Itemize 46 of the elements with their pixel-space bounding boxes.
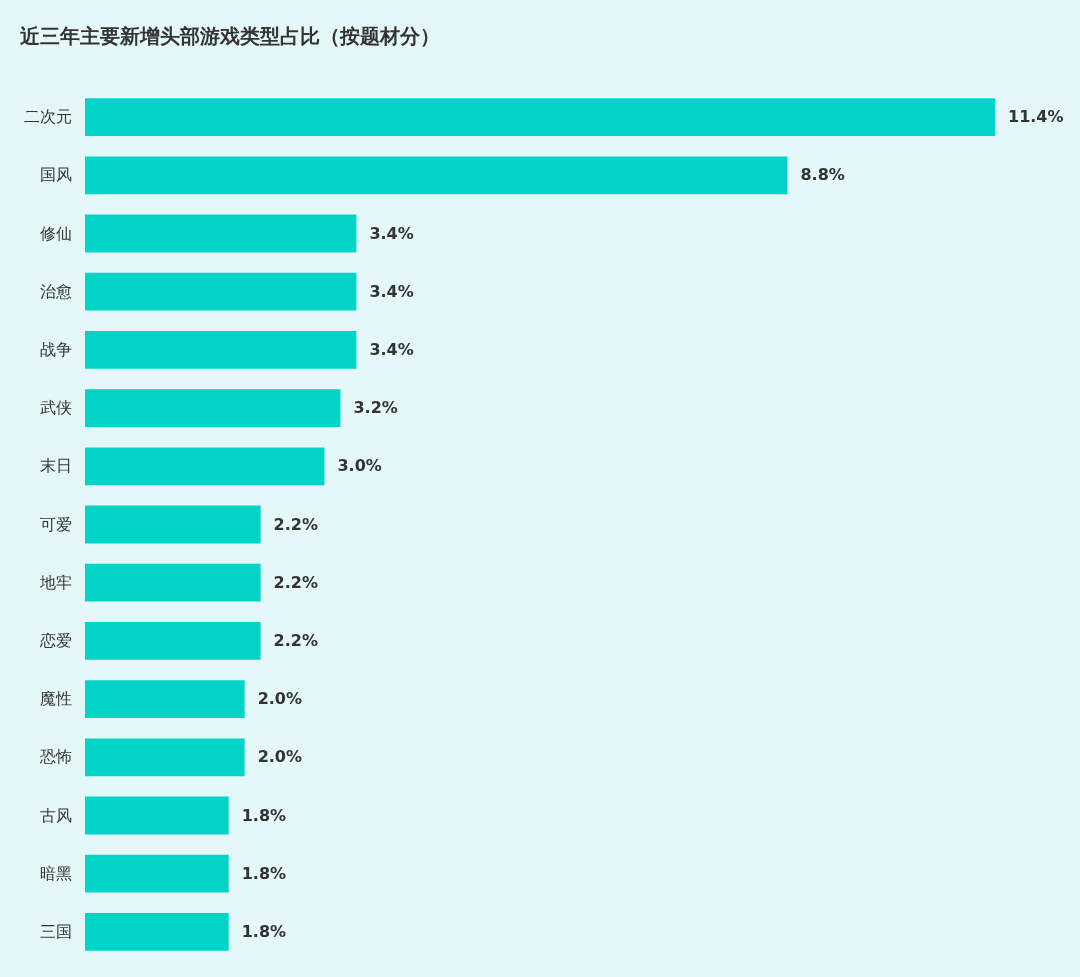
y-tick-label: 三国: [39, 921, 72, 941]
chart-title: 近三年主要新增头部游戏类型占比（按题材分）: [19, 23, 441, 50]
y-tick-label: 可爱: [39, 514, 72, 534]
data-label: 1.8%: [241, 863, 287, 883]
y-tick-label: 战争: [39, 339, 72, 359]
bar: [85, 272, 357, 311]
y-tick-label: 地牢: [38, 572, 72, 592]
y-tick-label: 二次元: [23, 107, 72, 127]
bar: [85, 389, 341, 428]
bar: [85, 156, 788, 195]
data-label: 1.8%: [241, 805, 287, 825]
y-tick-label: 国风: [39, 165, 72, 185]
data-label: 3.4%: [369, 339, 414, 359]
data-label: 3.0%: [337, 456, 382, 476]
bar: [85, 738, 245, 777]
bar: [85, 912, 229, 951]
bar: [85, 505, 261, 544]
bar: [85, 98, 995, 137]
data-label: 11.4%: [1008, 107, 1064, 127]
y-tick-label: 治愈: [39, 281, 72, 301]
bar: [85, 214, 357, 253]
y-tick-label: 恋爱: [38, 630, 72, 650]
data-label: 2.0%: [257, 747, 303, 767]
data-label: 2.2%: [273, 630, 318, 650]
data-label: 3.2%: [353, 398, 398, 418]
bar: [85, 330, 357, 369]
bar: [85, 621, 261, 660]
y-tick-label: 修仙: [39, 223, 72, 243]
bar: [85, 680, 245, 719]
data-label: 8.8%: [800, 165, 845, 185]
data-label: 3.4%: [369, 281, 414, 301]
y-tick-label: 魔性: [39, 689, 72, 709]
data-label: 2.2%: [273, 572, 318, 592]
data-label: 1.8%: [241, 921, 287, 941]
data-label: 3.4%: [369, 223, 414, 243]
bar: [85, 854, 229, 893]
y-tick-label: 古风: [39, 805, 72, 825]
y-tick-label: 恐怖: [38, 747, 72, 767]
y-tick-label: 暗黑: [39, 863, 72, 883]
bar: [85, 563, 261, 602]
data-label: 2.0%: [257, 689, 303, 709]
y-tick-label: 末日: [39, 456, 72, 476]
y-tick-label: 武侠: [39, 398, 72, 418]
bar: [85, 447, 325, 486]
bar: [85, 796, 229, 835]
data-label: 2.2%: [273, 514, 318, 534]
